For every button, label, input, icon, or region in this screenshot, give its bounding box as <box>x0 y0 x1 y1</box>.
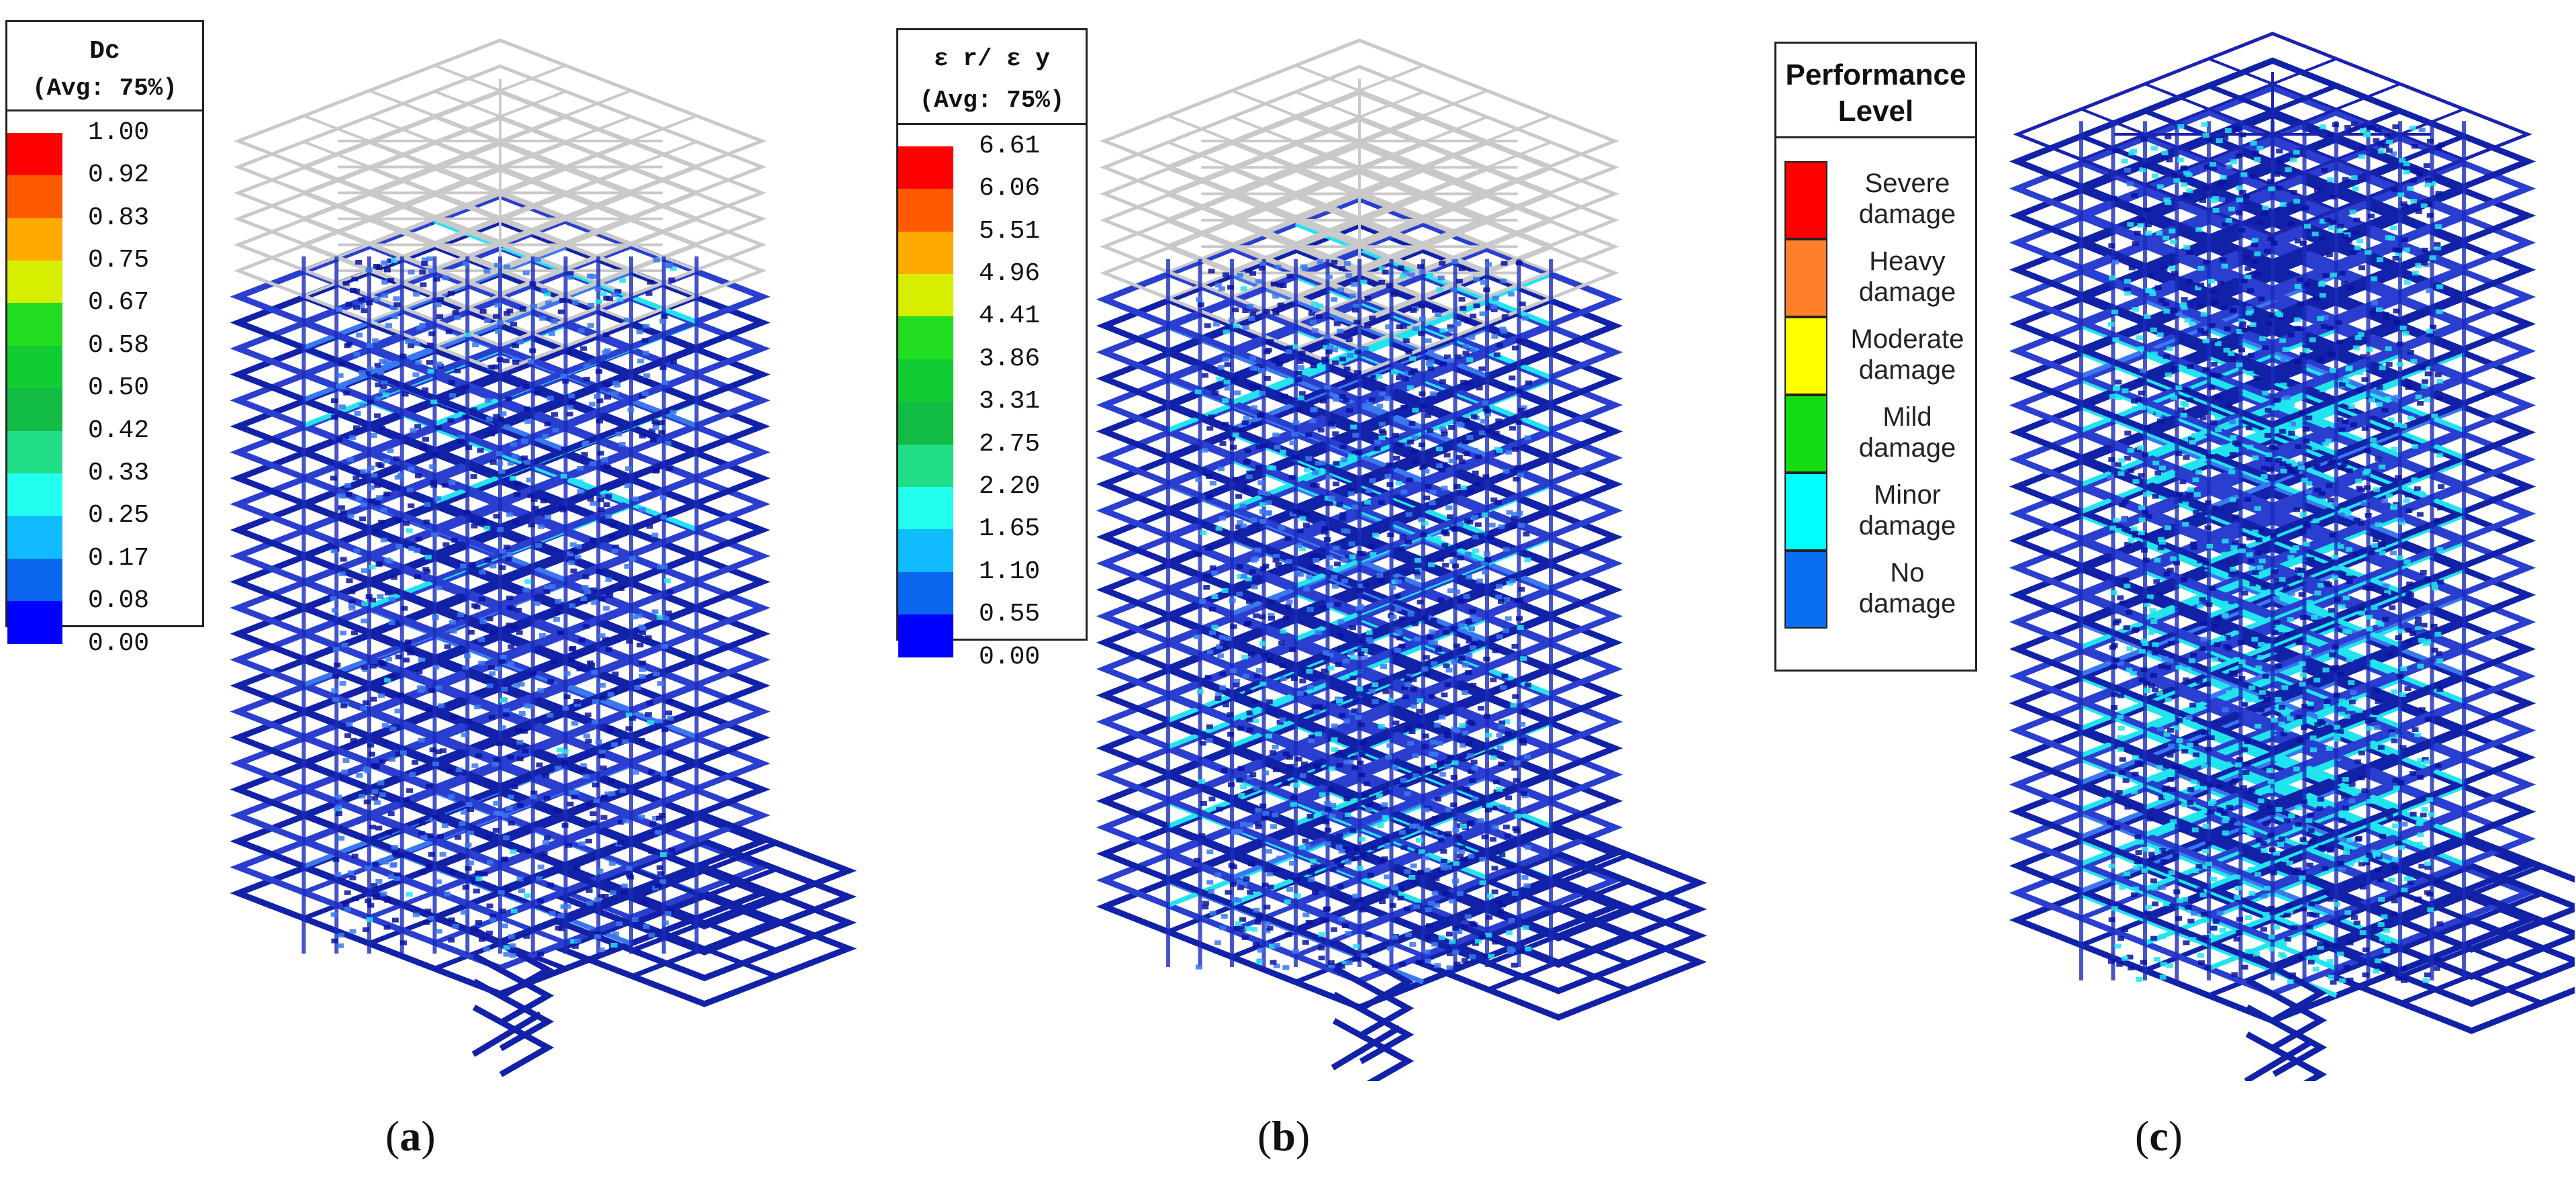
podium-frame <box>472 864 857 1052</box>
performance-label: Heavy <box>1869 246 1946 276</box>
legend-a-title: Dc <box>89 37 120 66</box>
legend-value: 4.41 <box>979 302 1041 331</box>
legend-value: 0.42 <box>88 416 150 445</box>
floor-frame <box>1100 38 1619 244</box>
caption-c: (c) <box>2135 1112 2183 1160</box>
tower-a-model <box>230 38 857 1077</box>
legend-swatch <box>898 487 953 530</box>
legend-swatch <box>7 558 62 602</box>
legend-c-items: Severe damage Heavy damage Moderate damage Mil… <box>1776 161 1975 631</box>
podium-frame <box>1332 824 1707 1011</box>
legend-value: 4.96 <box>979 259 1041 288</box>
legend-value: 0.33 <box>88 459 150 488</box>
performance-label: damage <box>1858 199 1956 229</box>
legend-swatch <box>898 231 953 274</box>
legend-value: 3.31 <box>979 387 1041 416</box>
performance-label: damage <box>1858 589 1956 618</box>
legend-swatch <box>898 316 953 359</box>
caption-a: (a) <box>385 1112 436 1160</box>
podium-frame <box>472 837 857 1025</box>
legend-c-subtitle: Level <box>1838 95 1914 128</box>
performance-label: Moderate <box>1850 324 1964 354</box>
tower-c-model <box>2009 32 2575 1081</box>
legend-swatch <box>898 571 953 615</box>
core-columns <box>1166 259 1553 970</box>
legend-swatch <box>898 614 953 657</box>
performance-label: damage <box>1858 433 1956 463</box>
legend-value: 0.67 <box>88 288 150 318</box>
legend-swatch <box>898 402 953 445</box>
podium-frame <box>2245 862 2575 1050</box>
performance-label: Minor <box>1873 480 1942 510</box>
legend-value: 6.06 <box>979 174 1041 203</box>
legend-swatch <box>898 146 953 189</box>
legend-value: 0.00 <box>979 642 1041 672</box>
performance-label: Severe <box>1864 169 1950 198</box>
performance-label: damage <box>1858 355 1956 385</box>
legend-value: 1.00 <box>88 118 150 147</box>
legend-value: 0.08 <box>88 586 150 616</box>
legend-a: Dc (Avg: 75%) 1.00 0.92 0.83 0.75 0.67 0.58 0.… <box>5 20 204 658</box>
tower-b-model <box>1096 38 1707 1081</box>
core-columns <box>2079 121 2466 985</box>
legend-value: 0.75 <box>88 245 150 275</box>
performance-label: No <box>1890 558 1925 588</box>
legend-value: 0.50 <box>88 373 150 403</box>
legend-value: 2.75 <box>979 429 1041 459</box>
legend-c: Performance Level Severe damage Heavy damag… <box>1774 42 1977 672</box>
performance-label: Mild <box>1882 402 1932 432</box>
performance-swatch <box>1784 239 1827 317</box>
legend-a-scale: 1.00 0.92 0.83 0.75 0.67 0.58 0.50 0.42 0.33 0.25… <box>7 109 202 658</box>
legend-b-scale: 6.61 6.06 5.51 4.96 4.41 3.86 3.31 2.75 2.20 1.65… <box>898 123 1086 672</box>
legend-b: ε r/ ε y (Avg: 75%) 6.61 6.06 5.51 4.96 4.41… <box>896 28 1088 672</box>
legend-swatch <box>898 529 953 572</box>
legend-swatch <box>7 303 62 346</box>
caption-b: (b) <box>1257 1112 1310 1160</box>
legend-b-title: ε r/ ε y <box>934 45 1050 73</box>
legend-value: 1.10 <box>979 557 1041 586</box>
podium-frame <box>1332 850 1707 1038</box>
legend-value: 0.58 <box>88 330 150 360</box>
legend-value: 6.61 <box>979 131 1041 160</box>
legend-b-subtitle: (Avg: 75%) <box>919 87 1065 114</box>
legend-swatch <box>898 189 953 232</box>
legend-value: 0.55 <box>979 600 1041 629</box>
legend-value: 3.86 <box>979 344 1041 373</box>
performance-swatch <box>1784 473 1827 551</box>
legend-value: 5.51 <box>979 216 1041 246</box>
legend-swatch <box>898 444 953 488</box>
legend-swatch <box>7 601 62 644</box>
podium-frame <box>472 890 857 1077</box>
legend-swatch <box>898 359 953 402</box>
core-columns <box>301 256 699 958</box>
legend-value: 0.83 <box>88 203 150 232</box>
legend-a-subtitle: (Avg: 75%) <box>32 75 178 102</box>
legend-value: 1.65 <box>979 514 1041 544</box>
legend-value: 0.00 <box>88 629 150 658</box>
legend-swatch <box>898 273 953 317</box>
performance-swatch <box>1784 317 1827 395</box>
legend-swatch <box>7 260 62 304</box>
performance-swatch <box>1784 161 1827 239</box>
legend-swatch <box>7 345 62 389</box>
floor-frame <box>234 38 767 244</box>
legend-swatch <box>7 388 62 431</box>
legend-swatch <box>7 218 62 261</box>
performance-label: damage <box>1858 511 1956 541</box>
legend-value: 0.17 <box>88 543 150 573</box>
legend-value: 2.20 <box>979 472 1041 502</box>
legend-swatch <box>7 430 62 474</box>
legend-value: 0.92 <box>88 160 150 190</box>
legend-c-title: Performance <box>1785 58 1966 91</box>
legend-swatch <box>7 132 62 176</box>
performance-swatch <box>1784 551 1827 629</box>
performance-label: damage <box>1858 277 1956 307</box>
legend-swatch <box>7 175 62 218</box>
legend-swatch <box>7 516 62 559</box>
performance-swatch <box>1784 395 1827 473</box>
legend-swatch <box>7 473 62 516</box>
legend-value: 0.25 <box>88 501 150 531</box>
